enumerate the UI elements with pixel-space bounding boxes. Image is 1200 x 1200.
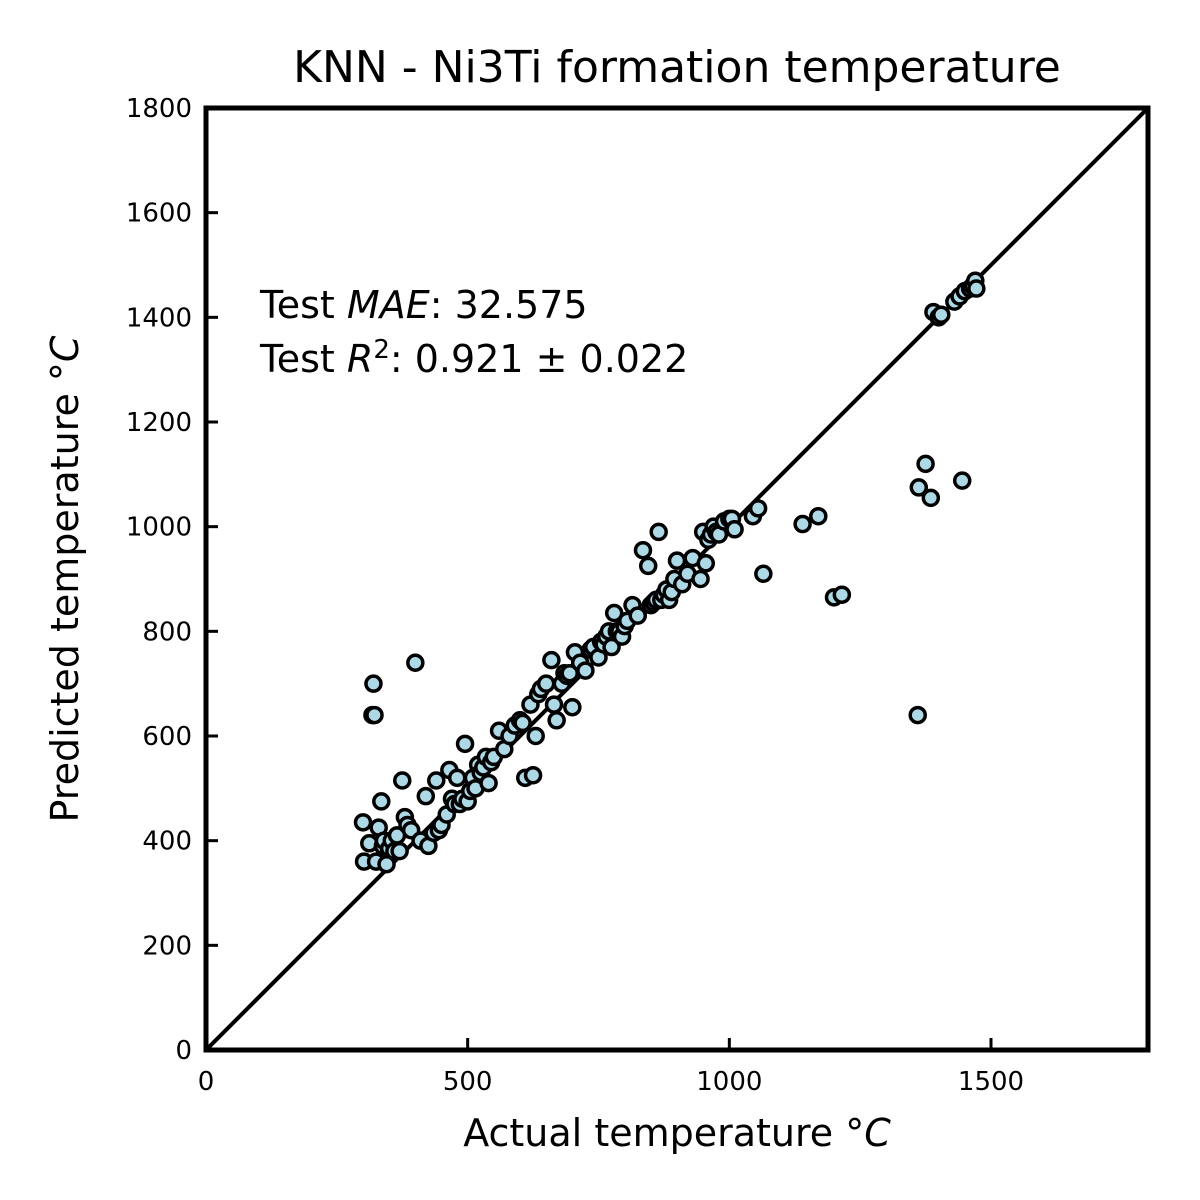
y-tick-label: 800 — [142, 617, 192, 647]
data-point — [364, 674, 383, 693]
plot-frame — [203, 105, 1151, 1053]
data-point — [809, 506, 828, 526]
data-point — [638, 556, 658, 576]
annotation-r2: Test R2: 0.921 ± 0.022 — [259, 335, 688, 381]
annotation-mae: Test MAE: 32.575 — [259, 283, 588, 327]
data-point — [604, 603, 624, 623]
y-tick-label: 400 — [142, 827, 192, 857]
chart-title: KNN - Ni3Ti formation temperature — [293, 42, 1061, 93]
data-point — [916, 454, 935, 474]
data-point — [372, 792, 391, 811]
data-point — [513, 713, 532, 733]
data-point — [909, 478, 929, 497]
data-point — [536, 674, 556, 693]
x-tick-label: 500 — [443, 1067, 493, 1097]
data-point — [544, 695, 564, 714]
data-point — [563, 697, 582, 717]
y-tick-label: 1800 — [126, 94, 192, 124]
data-point — [523, 766, 543, 785]
data-point — [547, 711, 566, 730]
data-point — [602, 637, 621, 657]
data-point — [406, 653, 425, 672]
data-point — [932, 305, 951, 324]
data-point — [416, 786, 436, 806]
x-tick-label: 1500 — [958, 1067, 1024, 1097]
data-point — [628, 606, 647, 625]
data-point — [576, 661, 595, 680]
y-tick-label: 1600 — [126, 199, 192, 229]
data-point — [365, 705, 384, 725]
data-point — [725, 520, 744, 539]
data-point — [427, 771, 446, 790]
data-point — [921, 488, 941, 508]
data-point — [633, 540, 653, 560]
data-point — [479, 773, 498, 793]
data-point — [967, 279, 986, 298]
data-point — [748, 499, 768, 518]
y-axis-title: Predicted temperature °C — [43, 335, 87, 822]
data-point — [455, 734, 475, 754]
data-point — [696, 554, 716, 573]
data-point — [952, 471, 972, 490]
y-tick-label: 1000 — [126, 513, 192, 543]
data-point — [393, 771, 412, 790]
plot-area — [206, 108, 1148, 1050]
annotation-box: Test MAE: 32.575 Test R2: 0.921 ± 0.022 — [259, 283, 688, 381]
data-point — [447, 768, 467, 788]
data-point — [832, 585, 852, 604]
data-point — [754, 564, 773, 584]
x-axis-title: Actual temperature °C — [463, 1111, 891, 1155]
x-tick-label: 1000 — [696, 1067, 762, 1097]
data-point — [390, 841, 409, 861]
axes: 0 500 1000 1500 0 200 400 600 800 1000 1200 1400 160… — [126, 94, 1151, 1097]
y-tick-label: 1200 — [126, 408, 192, 438]
data-point — [542, 650, 561, 670]
y-tick-label: 200 — [142, 931, 192, 961]
x-tick-label: 0 — [198, 1067, 215, 1097]
y-tick-label: 1400 — [126, 303, 192, 333]
data-point — [667, 551, 687, 570]
y-tick-label: 0 — [175, 1036, 192, 1066]
data-point — [526, 726, 545, 746]
data-point — [908, 705, 927, 725]
data-point — [649, 522, 668, 542]
data-point — [353, 813, 373, 832]
data-point — [793, 514, 812, 534]
y-tick-label: 600 — [142, 722, 192, 752]
data-point — [691, 569, 710, 589]
